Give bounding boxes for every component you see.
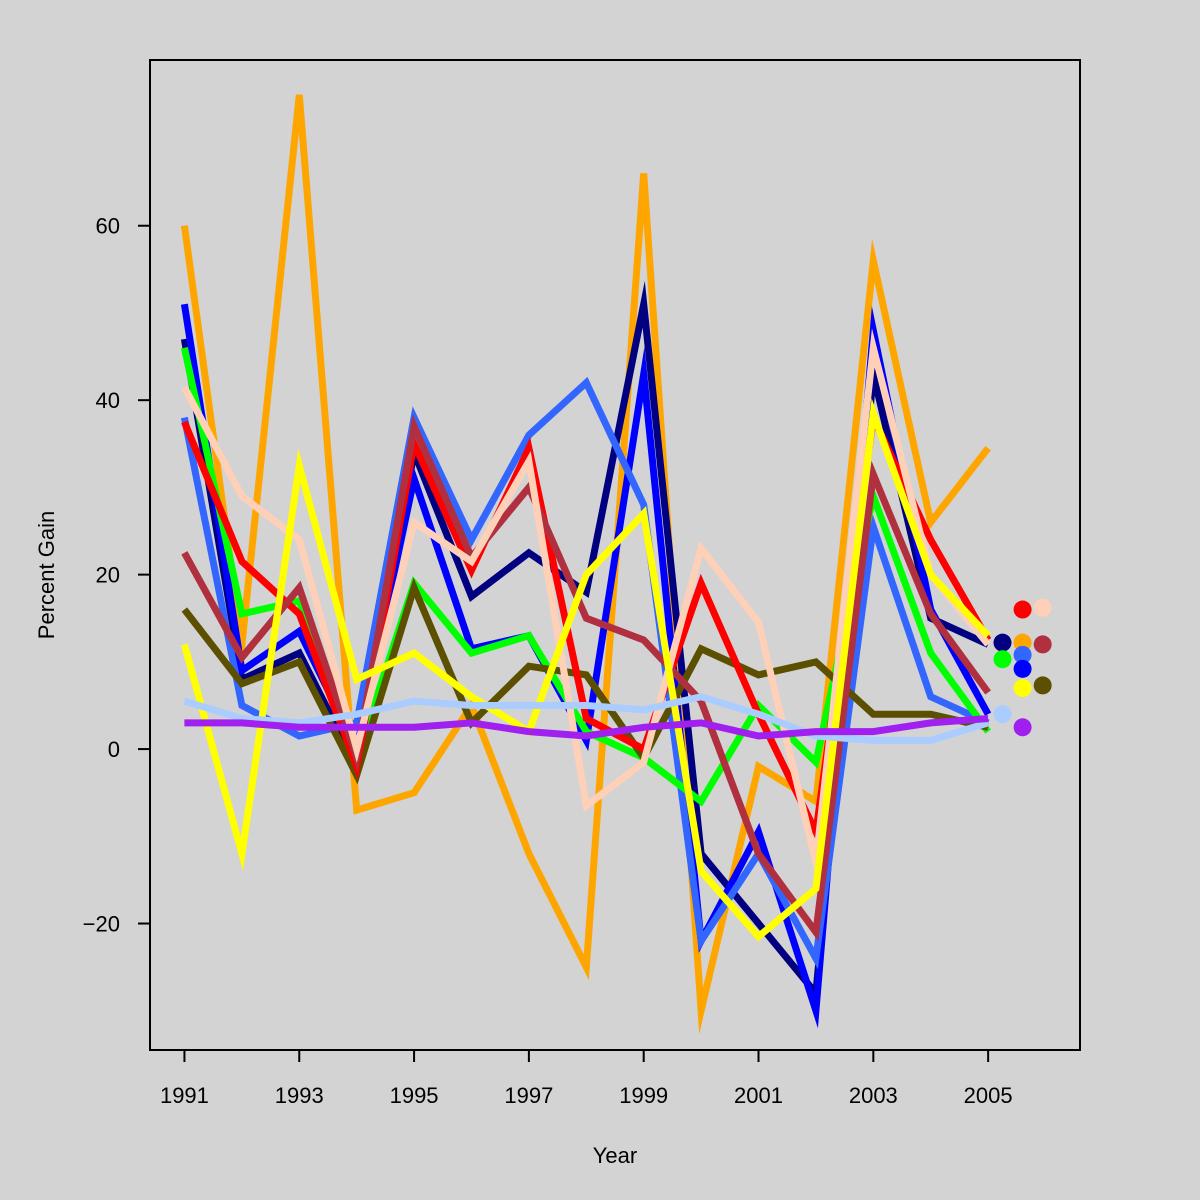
x-tick-label-1995: 1995 <box>390 1083 439 1108</box>
series-line-brown <box>181 414 991 942</box>
series-line-purple <box>184 715 989 740</box>
series-line-olive <box>181 577 989 785</box>
end-marker-7 <box>1013 659 1032 678</box>
x-tick-label-1993: 1993 <box>275 1083 324 1108</box>
x-tick-label-1999: 1999 <box>619 1083 668 1108</box>
y-tick-label-20: 20 <box>96 563 120 588</box>
x-tick-label-2005: 2005 <box>964 1083 1013 1108</box>
series-line-peach <box>181 328 991 883</box>
plot-frame <box>149 59 1081 1051</box>
end-marker-10 <box>993 705 1012 724</box>
series-line-orange <box>180 94 991 1035</box>
end-marker-2 <box>993 633 1012 652</box>
end-marker-layer <box>993 598 1052 737</box>
series-line-light-blue <box>183 693 990 744</box>
end-marker-6 <box>1013 645 1032 664</box>
y-tick-label-60: 60 <box>96 214 120 239</box>
y-tick-label-40: 40 <box>96 388 120 413</box>
x-tick-label-2003: 2003 <box>849 1083 898 1108</box>
x-tick-label-1997: 1997 <box>504 1083 553 1108</box>
x-axis-title: Year <box>593 1143 637 1168</box>
x-tick-label-2001: 2001 <box>734 1083 783 1108</box>
series-line-yellow <box>181 398 991 942</box>
end-marker-8 <box>1013 679 1032 698</box>
y-tick-label--20: −20 <box>83 912 120 937</box>
axis-layer: 1991 1993 1995 1997 1999 2001 2003 2005 −20 0 20 40… <box>83 214 1013 1108</box>
y-axis-title: Percent Gain <box>34 511 59 639</box>
end-marker-11 <box>1013 718 1032 737</box>
end-marker-5 <box>993 650 1012 669</box>
series-layer <box>180 94 992 1035</box>
end-marker-4 <box>1033 635 1052 654</box>
end-marker-0 <box>1013 600 1032 619</box>
x-tick-label-1991: 1991 <box>160 1083 209 1108</box>
end-marker-1 <box>1033 598 1052 617</box>
y-tick-label-0: 0 <box>108 737 120 762</box>
series-line-royal-blue <box>180 376 990 970</box>
end-marker-9 <box>1033 676 1052 695</box>
